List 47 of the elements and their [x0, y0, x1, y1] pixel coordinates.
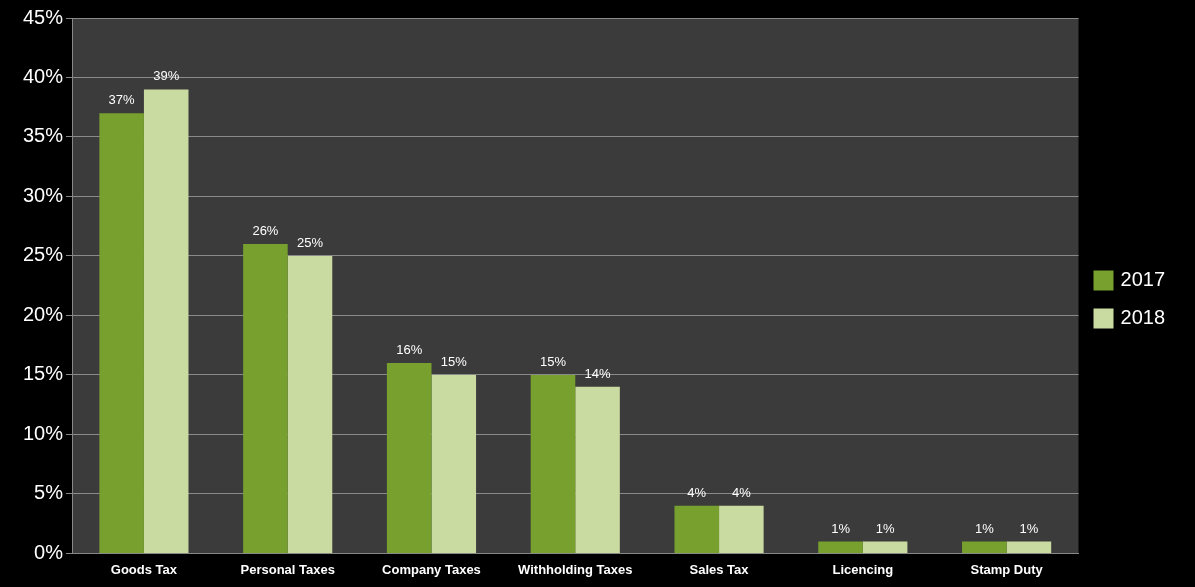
- bar: [1006, 541, 1052, 553]
- y-tick-label: 45%: [23, 5, 64, 28]
- text: 39%: [153, 68, 180, 84]
- text: 14%: [584, 365, 611, 381]
- text: 1%: [875, 520, 895, 536]
- bar: [431, 374, 477, 553]
- text: 37%: [108, 92, 135, 108]
- text: 1%: [831, 520, 850, 536]
- y-tick-label: 5%: [34, 481, 64, 504]
- y-tick-label: 40%: [23, 65, 64, 87]
- bar: [99, 113, 144, 553]
- text: 25%: [296, 235, 324, 251]
- y-tick-label: 30%: [23, 183, 64, 206]
- x-tick-label: Sales Tax: [689, 561, 750, 577]
- text: 1%: [974, 520, 994, 536]
- text: 1%: [1019, 520, 1039, 536]
- text: 15%: [440, 354, 467, 370]
- text: 4%: [687, 484, 707, 500]
- text: 26%: [252, 223, 279, 239]
- y-tick-label: 15%: [23, 362, 64, 385]
- text: 4%: [731, 484, 751, 500]
- bar: [143, 89, 189, 553]
- x-tick-label: Licencing: [832, 561, 894, 577]
- bar: [386, 363, 432, 553]
- bar: [818, 541, 863, 553]
- text: 15%: [539, 354, 566, 370]
- bar: [243, 244, 288, 553]
- y-tick-label: 25%: [23, 243, 64, 266]
- x-tick-label: Withholding Taxes: [518, 561, 633, 577]
- x-tick-label: Goods Tax: [110, 561, 178, 577]
- x-tick-label: Stamp Duty: [970, 561, 1044, 577]
- x-tick-label: Personal Taxes: [240, 561, 335, 577]
- x-tick-label: Company Taxes: [382, 561, 481, 577]
- bar: [962, 541, 1007, 553]
- bar: [862, 541, 908, 553]
- text: 16%: [396, 342, 423, 358]
- y-tick-label: 0%: [34, 540, 64, 563]
- y-tick-label: 20%: [23, 302, 64, 325]
- y-tick-label: 10%: [23, 421, 64, 444]
- legend-label: 2017: [1120, 268, 1166, 291]
- bar: [287, 255, 333, 553]
- bar: [575, 386, 620, 553]
- bar: [719, 505, 764, 553]
- bar: [674, 505, 720, 553]
- y-tick-label: 35%: [23, 124, 64, 147]
- legend-label: 2018: [1120, 306, 1166, 329]
- bar: [530, 374, 576, 553]
